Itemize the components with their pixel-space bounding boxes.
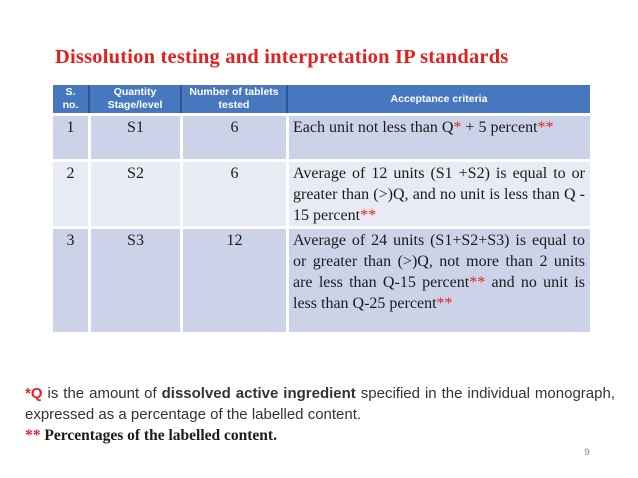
cell-stage: S3: [88, 226, 180, 332]
footnote-q-definition: *Q is the amount of dissolved active ing…: [25, 385, 615, 423]
table-row: 1 S1 6 Each unit not less than Q* + 5 pe…: [53, 113, 590, 159]
cell-criteria: Average of 24 units (S1+S2+S3) is equal …: [286, 226, 590, 332]
cell-criteria: Average of 12 units (S1 +S2) is equal to…: [286, 159, 590, 226]
footnote-percentages: ** Percentages of the labelled content.: [25, 427, 277, 444]
cell-tablets: 12: [180, 226, 286, 332]
page-number: 9: [584, 447, 590, 458]
header-number-tablets: Number of tablets tested: [180, 85, 286, 113]
header-s-no: S. no.: [53, 85, 88, 113]
cell-criteria: Each unit not less than Q* + 5 percent**: [286, 113, 590, 159]
cell-s-no: 1: [53, 113, 88, 159]
table-row: 3 S3 12 Average of 24 units (S1+S2+S3) i…: [53, 226, 590, 332]
cell-tablets: 6: [180, 113, 286, 159]
cell-tablets: 6: [180, 159, 286, 226]
table-row: 2 S2 6 Average of 12 units (S1 +S2) is e…: [53, 159, 590, 226]
header-quantity-stage: Quantity Stage/level: [88, 85, 180, 113]
dissolution-standards-table: S. no. Quantity Stage/level Number of ta…: [53, 85, 590, 332]
cell-s-no: 3: [53, 226, 88, 332]
slide-title: Dissolution testing and interpretation I…: [55, 46, 509, 68]
cell-stage: S1: [88, 113, 180, 159]
table-header-row: S. no. Quantity Stage/level Number of ta…: [53, 85, 590, 113]
header-acceptance-criteria: Acceptance criteria: [286, 85, 590, 113]
cell-stage: S2: [88, 159, 180, 226]
footnotes: *Q is the amount of dissolved active ing…: [25, 383, 615, 446]
cell-s-no: 2: [53, 159, 88, 226]
